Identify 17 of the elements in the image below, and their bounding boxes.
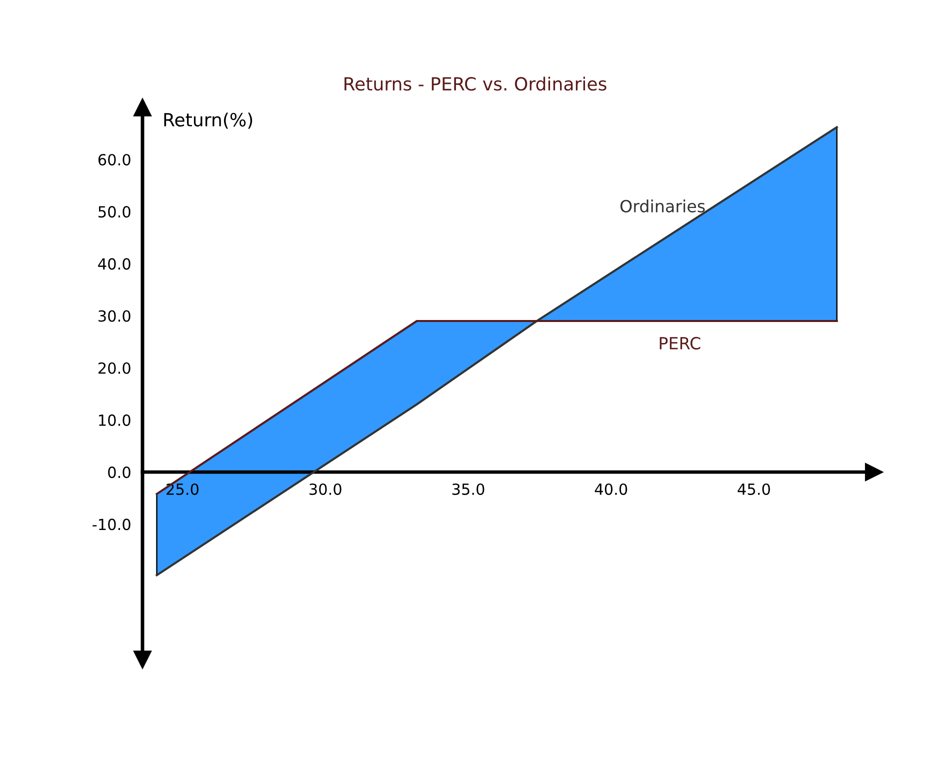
y-tick-label: 30.0 <box>98 310 130 322</box>
y-axis-title: Return(%) <box>164 112 252 129</box>
x-tick-label: 25.0 <box>166 483 198 496</box>
y-tick-label: -10.0 <box>92 518 130 530</box>
x-tick-label: 35.0 <box>452 483 484 496</box>
x-tick-label: 30.0 <box>310 483 342 496</box>
y-tick-label: 40.0 <box>98 258 130 270</box>
y-tick-label: 0.0 <box>108 466 130 478</box>
y-tick-label: 60.0 <box>98 154 130 166</box>
y-tick-label: 20.0 <box>98 362 130 374</box>
series-label: PERC <box>660 336 700 350</box>
y-tick-label: 50.0 <box>98 206 130 218</box>
x-tick-label: 45.0 <box>738 483 770 496</box>
chart-title: Returns - PERC vs. Ordinaries <box>344 76 606 91</box>
series-label: Ordinaries <box>620 200 705 212</box>
x-tick-label: 40.0 <box>594 483 628 496</box>
y-tick-label: 10.0 <box>99 414 130 426</box>
